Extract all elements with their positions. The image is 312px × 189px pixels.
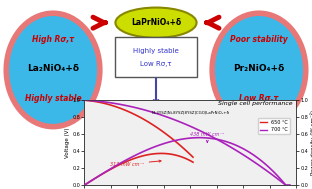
Legend: 650 °C, 700 °C: 650 °C, 700 °C [258,118,290,134]
Ellipse shape [6,13,100,127]
Text: Pr₂NiO₄+δ: Pr₂NiO₄+δ [233,64,285,73]
Text: 438 mW cm⁻²: 438 mW cm⁻² [190,132,224,143]
Text: Highly stable: Highly stable [133,48,179,54]
Y-axis label: Voltage (V): Voltage (V) [65,127,70,158]
FancyBboxPatch shape [115,37,197,77]
Text: LaPrNiO₄+δ: LaPrNiO₄+δ [131,18,181,27]
Text: Ni-3YSZ|Ni-8YSZ|8YSZ|CGO|LaPrNiO₄+δ: Ni-3YSZ|Ni-8YSZ|8YSZ|CGO|LaPrNiO₄+δ [151,110,229,114]
Text: 313 mW cm⁻²: 313 mW cm⁻² [110,160,161,167]
Text: La₂NiO₄+δ: La₂NiO₄+δ [27,64,79,73]
Ellipse shape [115,8,197,38]
Text: Poor stability: Poor stability [230,35,288,44]
Text: Low Rσ,τ: Low Rσ,τ [140,61,172,67]
Text: Low Rσ,τ: Low Rσ,τ [239,94,279,103]
Text: Highly stable: Highly stable [25,94,81,103]
Text: Single cell performance: Single cell performance [217,101,292,106]
Y-axis label: Power density (W cm⁻²): Power density (W cm⁻²) [310,110,312,175]
Ellipse shape [212,13,306,127]
Text: High Rσ,τ: High Rσ,τ [32,35,74,44]
